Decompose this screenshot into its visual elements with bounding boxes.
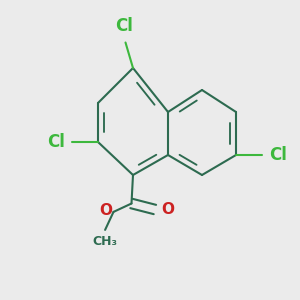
Text: CH₃: CH₃ (93, 235, 118, 248)
Text: Cl: Cl (47, 133, 65, 151)
Text: Cl: Cl (269, 146, 287, 164)
Text: O: O (99, 203, 112, 218)
Text: O: O (161, 202, 174, 217)
Text: Cl: Cl (115, 17, 133, 35)
